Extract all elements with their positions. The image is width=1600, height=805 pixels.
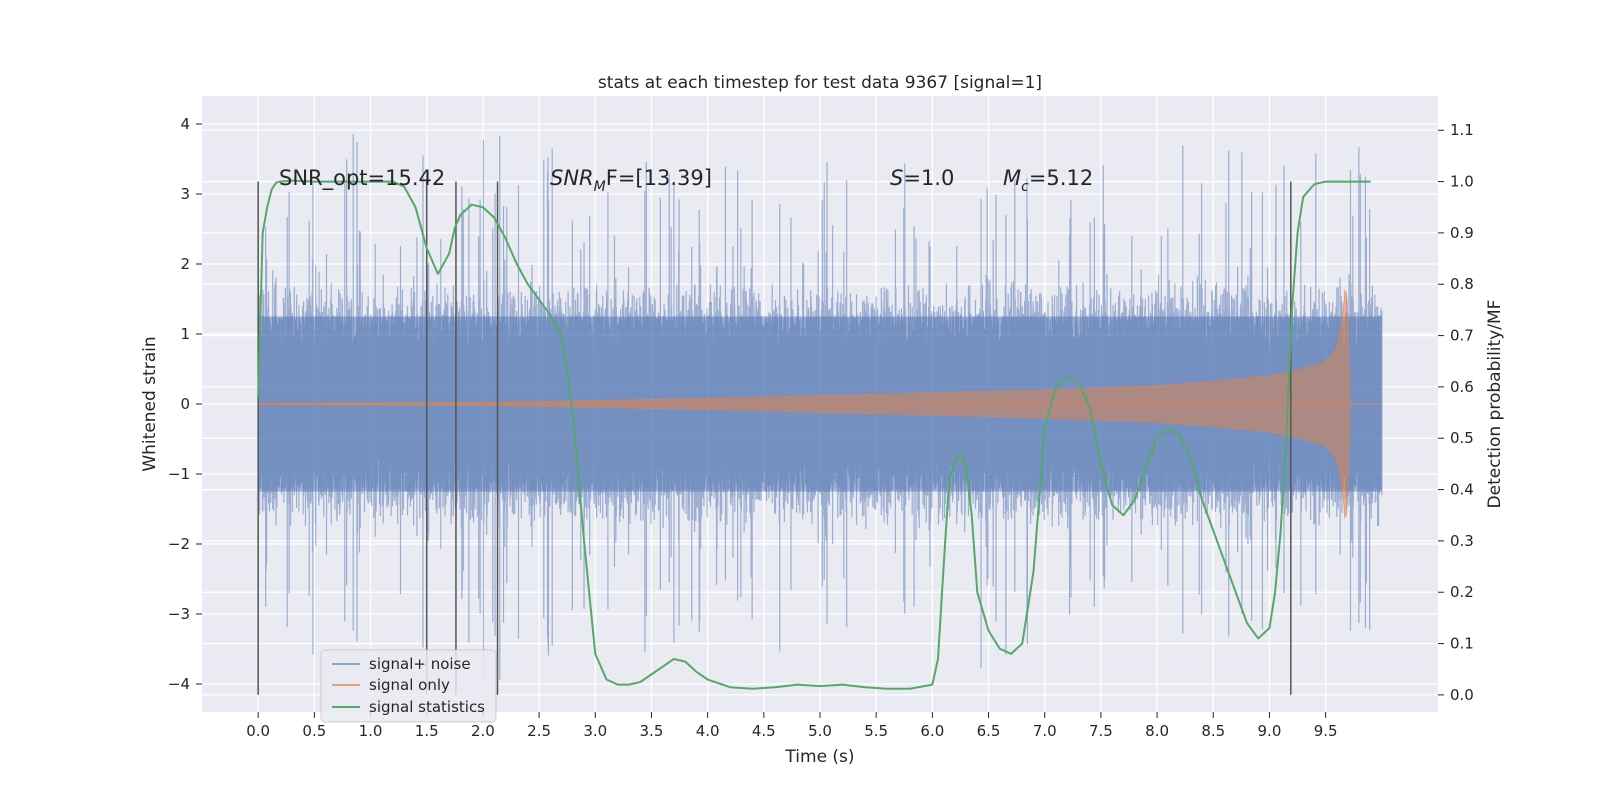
y-right-tick-label: 0.5 <box>1450 429 1474 447</box>
x-tick-label: 0.5 <box>302 722 326 740</box>
y-tick-label: −3 <box>168 605 190 623</box>
annotation-s: S=1.0 <box>890 166 954 190</box>
y-tick-label: 2 <box>180 255 190 273</box>
annotation-snr-mf: SNRMF=[13.39] <box>550 166 712 195</box>
y-right-tick-label: 1.0 <box>1450 173 1474 191</box>
y-tick-label: 4 <box>180 115 190 133</box>
legend-label-signal-statistics: signal statistics <box>369 698 485 716</box>
y-tick-label: 0 <box>180 395 190 413</box>
y-tick-label: −1 <box>168 465 190 483</box>
x-axis-label: Time (s) <box>784 747 854 767</box>
y-tick-label: 3 <box>180 185 190 203</box>
y-right-tick-label: 0.9 <box>1450 224 1474 242</box>
y-right-tick-label: 1.1 <box>1450 121 1474 139</box>
x-tick-label: 4.0 <box>696 722 720 740</box>
signal-statistics-series <box>257 179 1371 690</box>
x-tick-label: 4.5 <box>752 722 776 740</box>
x-tick-label: 5.5 <box>864 722 888 740</box>
vertical-markers <box>257 181 1292 695</box>
y-tick-label: −2 <box>168 535 190 553</box>
y-right-axis-label: Detection probability/MF <box>1485 300 1505 509</box>
x-tick-label: 0.0 <box>246 722 270 740</box>
x-tick-label: 9.0 <box>1258 722 1282 740</box>
signal-only-series <box>257 288 1382 520</box>
x-tick-label: 1.5 <box>415 722 439 740</box>
y-right-tick-label: 0.0 <box>1450 686 1474 704</box>
legend: signal+ noise signal only signal statist… <box>320 649 497 723</box>
legend-label-signal-only: signal only <box>369 676 450 694</box>
x-tick-label: 8.5 <box>1201 722 1225 740</box>
y-right-tick-label: 0.4 <box>1450 481 1474 499</box>
y-tick-label: −4 <box>168 675 190 693</box>
x-tick-label: 3.0 <box>583 722 607 740</box>
x-tick-label: 5.0 <box>808 722 832 740</box>
legend-label-signal-noise: signal+ noise <box>369 655 471 673</box>
x-tick-label: 3.5 <box>640 722 664 740</box>
axis-ticks: 0.0 0.5 1.0 1.5 2.0 2.5 3.0 3.5 4.0 4.5 5.0 5.5 6.0 6… <box>168 115 1474 740</box>
annotation-mc: Mc=5.12 <box>1003 166 1093 195</box>
x-tick-label: 1.0 <box>359 722 383 740</box>
annotation-snr-opt: SNR_opt=15.42 <box>279 166 445 191</box>
y-axis-label: Whitened strain <box>140 336 160 471</box>
x-tick-label: 2.5 <box>527 722 551 740</box>
signal-statistics-line <box>257 179 1371 690</box>
y-tick-label: 1 <box>180 325 190 343</box>
x-tick-label: 7.0 <box>1033 722 1057 740</box>
y-right-tick-label: 0.8 <box>1450 275 1474 293</box>
y-right-tick-label: 0.3 <box>1450 532 1474 550</box>
legend-box <box>320 649 497 723</box>
x-tick-label: 7.5 <box>1089 722 1113 740</box>
x-tick-label: 6.5 <box>977 722 1001 740</box>
y-right-tick-label: 0.6 <box>1450 378 1474 396</box>
y-right-tick-label: 0.7 <box>1450 327 1474 345</box>
x-tick-label: 6.0 <box>920 722 944 740</box>
x-tick-label: 2.0 <box>471 722 495 740</box>
chart-title: stats at each timestep for test data 936… <box>598 73 1042 93</box>
y-right-tick-label: 0.1 <box>1450 635 1474 653</box>
y-right-tick-label: 0.2 <box>1450 583 1474 601</box>
x-tick-label: 8.0 <box>1145 722 1169 740</box>
x-tick-label: 9.5 <box>1314 722 1338 740</box>
